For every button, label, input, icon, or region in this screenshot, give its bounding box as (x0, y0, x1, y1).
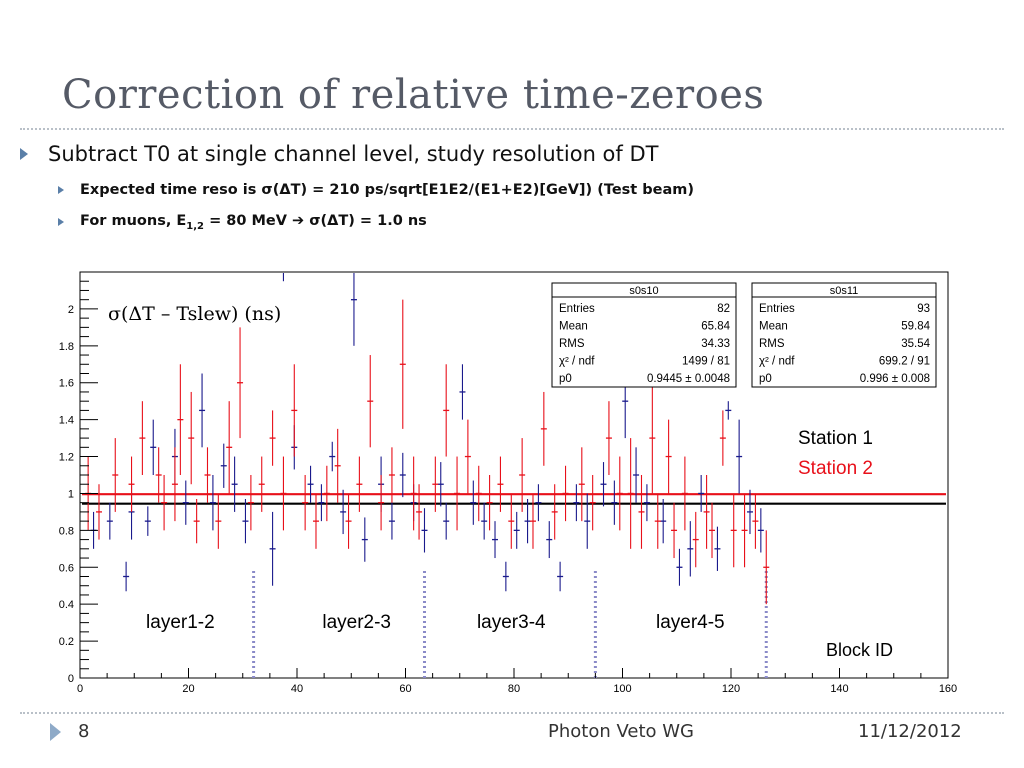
y-tick-label: 1.6 (59, 378, 74, 390)
stats-key: χ² / ndf (559, 356, 595, 368)
stats-key: RMS (559, 338, 585, 350)
x-tick-label: 120 (722, 683, 740, 695)
x-tick-label: 40 (291, 683, 303, 695)
bullet-sub-1: Expected time reso is σ(ΔT) = 210 ps/sqr… (58, 182, 694, 198)
stats-key: Entries (559, 303, 595, 315)
layer-label: layer4-5 (656, 612, 725, 633)
bullet-sub-2-subscript: 1,2 (186, 220, 205, 232)
stats-value: 93 (917, 303, 930, 315)
stats-box (751, 282, 937, 388)
stats-value: 1499 / 81 (682, 356, 730, 368)
y-tick-label: 0 (68, 673, 74, 685)
bullet-sub-1-text: Expected time reso is σ(ΔT) = 210 ps/sqr… (80, 182, 695, 198)
y-tick-label: 2 (68, 304, 74, 316)
stats-value: 34.33 (701, 338, 730, 350)
y-tick-label: 1.2 (59, 452, 74, 464)
stats-value: 82 (717, 303, 730, 315)
stats-value: 0.996 ± 0.008 (860, 373, 930, 385)
bullet-arrow-icon (58, 218, 64, 227)
x-tick-label: 0 (77, 683, 83, 695)
title-divider (20, 128, 1004, 130)
layer-label: layer1-2 (146, 612, 215, 633)
stats-key: RMS (759, 338, 785, 350)
stats-key: p0 (759, 373, 772, 385)
footer-arrow-icon (50, 723, 61, 741)
x-tick-label: 100 (613, 683, 631, 695)
y-tick-label: 1.8 (59, 341, 74, 353)
bullet-main-text: Subtract T0 at single channel level, stu… (48, 142, 659, 166)
x-tick-label: 20 (182, 683, 194, 695)
x-tick-label: 160 (939, 683, 957, 695)
stats-key: Entries (759, 303, 795, 315)
slide-title: Correction of relative time-zeroes (62, 72, 765, 118)
y-axis-label: σ(ΔT – Tslew) (ns) (108, 303, 281, 325)
y-tick-label: 0.2 (59, 636, 74, 648)
y-tick-label: 0.8 (59, 525, 74, 537)
footer-divider (20, 712, 1004, 714)
page-number: 8 (78, 721, 90, 742)
footer-group-name: Photon Veto WG (548, 721, 695, 742)
stats-box-name: s0s11 (830, 285, 859, 297)
stats-value: 699.2 / 91 (879, 356, 930, 368)
layer-label: layer3-4 (477, 612, 546, 633)
stats-key: p0 (559, 373, 572, 385)
bullet-sub-2-suffix: = 80 MeV ➔ σ(ΔT) = 1.0 ns (204, 213, 427, 229)
legend-station-1: Station 1 (798, 428, 873, 449)
y-tick-label: 0.4 (59, 599, 74, 611)
y-tick-label: 0.6 (59, 562, 74, 574)
bullet-arrow-icon (58, 186, 64, 194)
stats-value: 59.84 (901, 321, 930, 333)
stats-value: 35.54 (901, 338, 930, 350)
stats-box (551, 282, 737, 388)
bullet-sub-2-prefix: For muons, E (80, 213, 187, 229)
bullet-main: Subtract T0 at single channel level, stu… (20, 142, 658, 166)
legend-station-2: Station 2 (798, 458, 873, 479)
stats-box-name: s0s10 (629, 285, 658, 297)
x-tick-label: 60 (399, 683, 411, 695)
bullet-sub-2-text: For muons, E1,2 = 80 MeV ➔ σ(ΔT) = 1.0 n… (80, 213, 427, 232)
bullet-arrow-icon (20, 148, 28, 160)
x-axis-label: Block ID (826, 640, 893, 660)
stats-key: Mean (759, 321, 788, 333)
footer-date: 11/12/2012 (858, 721, 962, 742)
layer-label: layer2-3 (322, 612, 391, 633)
x-tick-label: 80 (508, 683, 520, 695)
stats-value: 0.9445 ± 0.0048 (647, 373, 730, 385)
bullet-sub-2: For muons, E1,2 = 80 MeV ➔ σ(ΔT) = 1.0 n… (58, 213, 427, 232)
stats-key: Mean (559, 321, 588, 333)
x-tick-label: 140 (830, 683, 848, 695)
y-tick-label: 1 (68, 488, 74, 500)
stats-value: 65.84 (701, 321, 730, 333)
stats-key: χ² / ndf (759, 356, 795, 368)
y-tick-label: 1.4 (59, 415, 74, 427)
